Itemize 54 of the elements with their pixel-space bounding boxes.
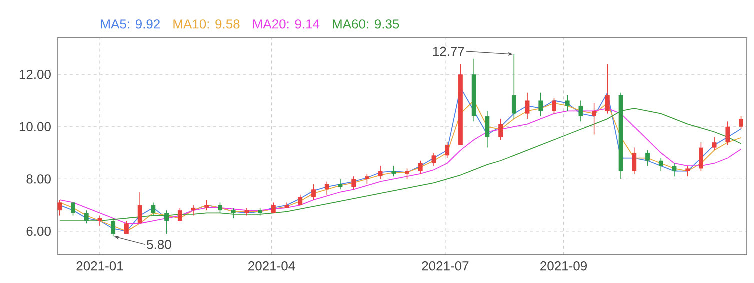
candlestick — [364, 174, 370, 185]
candlestick — [686, 166, 690, 177]
candlestick — [378, 166, 383, 180]
candlestick — [392, 166, 396, 177]
text: MA10: 9.58 — [174, 20, 240, 29]
y-tick-label: 8.00 — [26, 174, 51, 184]
candlestick — [178, 208, 182, 222]
candlestick — [298, 194, 303, 206]
y-tick-label: 10.00 — [20, 122, 51, 132]
candlestick — [324, 181, 330, 196]
candlestick — [632, 147, 637, 174]
candlestick — [699, 142, 704, 172]
candlestick — [605, 64, 610, 114]
candlestick — [646, 150, 650, 167]
candlestick — [218, 202, 222, 214]
x-tick-label: 2021-04 — [248, 262, 296, 271]
candlestick — [204, 200, 210, 211]
candlestick — [538, 92, 544, 117]
y-tick-label: 12.00 — [20, 70, 51, 80]
candlestick — [58, 200, 62, 216]
x-tick-label: 2021-07 — [422, 262, 469, 271]
candlestick — [592, 102, 597, 136]
candlestick — [739, 116, 744, 130]
candlestick — [164, 210, 169, 234]
candlestick — [151, 202, 156, 216]
candlestick — [71, 202, 76, 216]
text: MA20: 9.14 — [253, 20, 320, 29]
candlestick — [672, 163, 677, 177]
candlestick — [138, 192, 142, 224]
candlestick — [578, 100, 584, 122]
candlestick — [445, 142, 450, 159]
text: MA5: 9.92 — [101, 20, 160, 29]
candlestick — [352, 176, 356, 190]
x-tick-label: 2021-01 — [76, 262, 124, 271]
candlestick — [485, 110, 490, 148]
candlestick — [712, 136, 717, 151]
candlestick — [658, 158, 664, 172]
candlestick — [565, 95, 570, 112]
candlestick — [552, 98, 556, 114]
annotation: 5.80 — [147, 240, 172, 250]
candlestick — [124, 220, 129, 234]
candlestick — [84, 210, 89, 224]
candlestick — [405, 168, 410, 180]
candlestick — [432, 152, 436, 167]
candlestick — [525, 92, 530, 120]
annotation: 12.77 — [433, 46, 464, 56]
x-tick-label: 2021-09 — [540, 262, 588, 271]
candlestick — [312, 184, 316, 200]
text: MA60: 9.35 — [333, 20, 400, 29]
y-tick-label: 6.00 — [26, 226, 51, 236]
candlestick — [418, 160, 423, 174]
candlestick — [231, 208, 236, 219]
candlestick — [726, 121, 730, 146]
candlestick — [498, 118, 503, 140]
